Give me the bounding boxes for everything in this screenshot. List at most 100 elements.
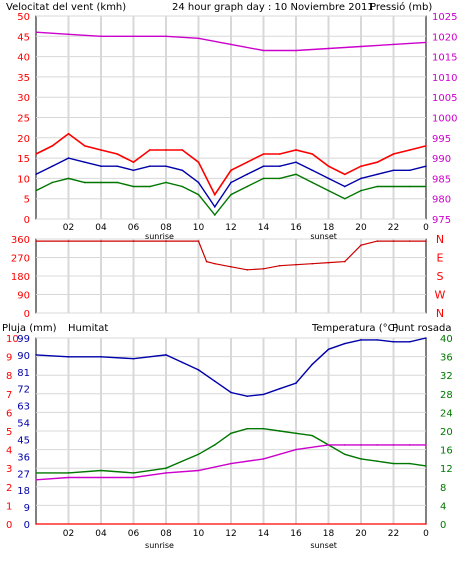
rain-tick-label: 0 [6,520,12,531]
top-hour-tick-label: 06 [128,223,140,233]
humidity-series-point [311,363,314,366]
wind-direction-series-point [213,262,216,265]
wind-speed-series-point [165,149,167,151]
wind-tick-label: 10 [17,174,30,185]
humidity-series-point [132,357,135,360]
pressure-series-point [35,31,37,34]
wind-direction-series-point [100,240,102,242]
direction-tick-label: 180 [11,272,30,283]
wind-average-series-point [148,185,151,188]
top-hour-tick-label: 08 [160,223,172,233]
dewpoint-series-point [67,476,70,479]
pressure-series-point [392,43,395,46]
wind-average-series-point [100,181,102,184]
pressure-tick-label: 1025 [432,12,457,23]
gust-series-point [327,177,330,180]
temperature-series-point [262,427,265,430]
wind-direction-series-point [262,268,265,270]
sunset-label: sunset [310,232,337,241]
wind-average-series-point [376,185,379,188]
gust-series-point [311,169,314,172]
bottom-hour-tick-label: 10 [193,529,205,539]
humidity-series-point [408,340,411,343]
temperature-series-point [376,460,379,463]
bottom-hour-tick-label: 02 [63,529,74,539]
wind-tick-label: 25 [17,114,30,125]
wind-average-series-point [197,193,200,196]
rain-tick-label: 7 [6,390,12,401]
wind-tick-label: 50 [17,12,30,23]
wind-speed-series-point [197,161,200,163]
pressure-series-point [327,47,330,50]
wind-average-series-point [343,197,346,200]
pressure-tick-label: 1010 [432,73,457,84]
top-hour-tick-label: 22 [388,223,399,233]
dewpoint-series-point [295,448,297,451]
rain-tick-label: 5 [6,427,12,438]
wind-direction-series-point [360,244,362,246]
wind-speed-series-point [213,193,216,196]
temperature-series-point [392,462,395,465]
pressure-tick-label: 980 [432,195,451,206]
pressure-tick-label: 1020 [432,32,457,43]
humidity-series-point [165,354,167,356]
bottom-hour-tick-label: 04 [95,529,107,539]
wind-average-series-point [116,181,119,184]
wind-direction-series-point [327,261,330,264]
bottom-hour-tick-label: 14 [258,529,270,539]
direction-tick-label: 0 [24,309,30,320]
bottom-hour-tick-label: 0 [423,529,429,539]
humidity-tick-label: 54 [17,419,30,430]
temperature-series-point [165,467,167,470]
gust-series-point [35,173,37,176]
temperature-series-point [213,444,216,446]
wind-tick-label: 40 [17,53,30,64]
humidity-tick-label: 45 [17,435,30,446]
wind-tick-label: 45 [17,32,30,43]
wind-direction-series-point [246,269,249,271]
pressure-series-point [132,35,135,38]
humidity-tick-label: 18 [17,486,30,497]
gust-series-point [116,165,119,168]
gust-series-point [213,206,216,208]
wind-speed-series-point [376,161,379,163]
humidity-series-point [67,355,70,358]
humidity-tick-label: 81 [17,368,30,379]
temperature-tick-label: 4 [440,501,446,512]
compass-tick-label: N [436,233,444,246]
humidity-tick-label: 90 [17,351,30,362]
humidity-tick-label: 9 [24,503,30,514]
wind-axis-label: Velocitat del vent (kmh) [6,2,126,13]
humidity-series-point [327,348,330,351]
bottom-hour-tick-label: 16 [290,529,302,539]
humidity-tick-label: 0 [24,520,30,531]
wind-tick-label: 15 [17,154,30,165]
wind-average-series-point [295,173,297,176]
wind-average-series-point [408,185,411,188]
wind-speed-series-point [67,132,70,135]
gust-series-point [360,177,362,180]
wind-direction-series-point [392,240,395,242]
wind-speed-series-point [392,153,395,155]
dewpoint-series-point [343,444,346,446]
compass-tick-label: S [437,270,444,283]
humidity-tick-label: 63 [17,402,30,413]
gust-series-point [343,185,346,188]
dewpoint-series-point [425,444,427,446]
wind-direction-series-point [311,262,314,265]
temperature-series-point [425,465,427,467]
wind-direction-series-point [205,260,208,263]
wind-speed-series-point [100,149,102,151]
wind-speed-series-point [132,161,135,163]
wind-direction-series-point [35,240,37,242]
wind-average-series-point [181,185,184,188]
rain-tick-label: 3 [6,464,12,475]
gust-series-point [83,161,86,163]
humidity-tick-label: 99 [17,334,30,345]
bottom-hour-tick-label: 06 [128,529,140,539]
wind-speed-series-point [295,149,297,151]
humidity-series-point [213,380,216,383]
wind-speed-series-point [343,173,346,176]
dewpoint-series-point [376,444,379,446]
